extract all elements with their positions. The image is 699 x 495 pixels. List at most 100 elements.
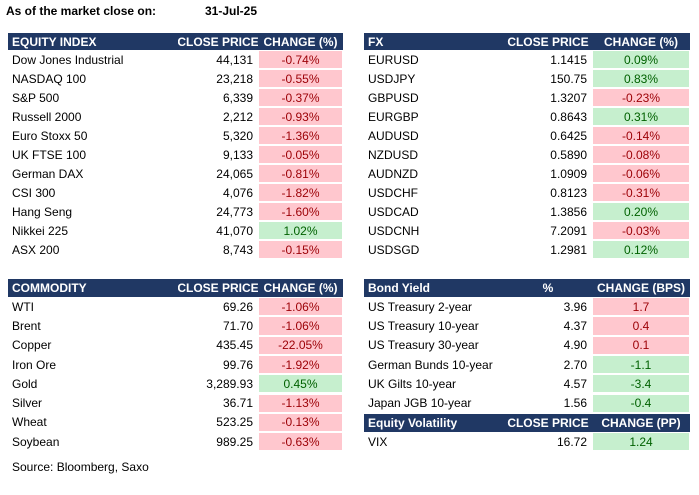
change-value: 0.4 bbox=[592, 316, 690, 336]
column-header: CHANGE (%) bbox=[258, 279, 343, 297]
close-value: 1.56 bbox=[563, 396, 587, 411]
close-value: 5,320 bbox=[222, 128, 253, 143]
as-of-label: As of the market close on: bbox=[6, 4, 157, 18]
change-value: 0.1 bbox=[592, 335, 690, 355]
change-value: 0.09% bbox=[592, 50, 690, 69]
row-name: US Treasury 10-year bbox=[368, 318, 479, 333]
change-value: -0.06% bbox=[592, 164, 690, 183]
close-value: 36.71 bbox=[222, 396, 253, 411]
change-value: 0.83% bbox=[592, 69, 690, 88]
change-value: -1.1 bbox=[592, 354, 690, 375]
close-value: 989.25 bbox=[216, 434, 253, 449]
change-value: -0.23% bbox=[592, 88, 690, 107]
close-value: 2,212 bbox=[222, 109, 253, 124]
row-name: US Treasury 2-year bbox=[368, 299, 473, 314]
source-note: Source: Bloomberg, Saxo bbox=[12, 460, 149, 474]
change-value: -0.15% bbox=[258, 240, 343, 259]
close-value: 16.72 bbox=[556, 434, 587, 449]
row-name: US Treasury 30-year bbox=[368, 338, 479, 353]
column-header: CLOSE PRICE bbox=[504, 414, 592, 432]
change-value: -0.93% bbox=[258, 107, 343, 126]
close-value: 4.90 bbox=[563, 338, 587, 353]
row-name: Soybean bbox=[12, 434, 60, 449]
row-name: USDJPY bbox=[368, 71, 416, 86]
row-name: Copper bbox=[12, 338, 52, 353]
close-value: 3,289.93 bbox=[206, 376, 253, 391]
close-value: 8,743 bbox=[222, 242, 253, 257]
change-value: -0.14% bbox=[592, 126, 690, 145]
row-name: UK FTSE 100 bbox=[12, 147, 87, 162]
row-name: USDCAD bbox=[368, 204, 419, 219]
close-value: 6,339 bbox=[222, 90, 253, 105]
row-name: WTI bbox=[12, 299, 34, 314]
close-value: 1.0909 bbox=[550, 166, 587, 181]
change-value: -1.82% bbox=[258, 183, 343, 202]
change-value: -0.05% bbox=[258, 145, 343, 164]
change-value: 1.24 bbox=[592, 432, 690, 451]
column-header: CHANGE (%) bbox=[258, 33, 343, 50]
row-name: Nikkei 225 bbox=[12, 223, 69, 238]
change-value: 0.20% bbox=[592, 202, 690, 221]
change-value: -1.06% bbox=[258, 316, 343, 336]
close-value: 23,218 bbox=[216, 71, 253, 86]
column-header: CHANGE (PP) bbox=[592, 414, 690, 432]
row-name: AUDUSD bbox=[368, 128, 419, 143]
close-value: 24,773 bbox=[216, 204, 253, 219]
column-header: Equity Volatility bbox=[364, 414, 504, 432]
close-value: 2.70 bbox=[563, 357, 587, 372]
close-value: 4.37 bbox=[563, 318, 587, 333]
change-value: 1.7 bbox=[592, 297, 690, 317]
column-header: EQUITY INDEX bbox=[8, 33, 178, 50]
row-name: NASDAQ 100 bbox=[12, 71, 87, 86]
change-value: -22.05% bbox=[258, 335, 343, 355]
change-value: -1.13% bbox=[258, 393, 343, 413]
change-value: -1.60% bbox=[258, 202, 343, 221]
row-name: EURUSD bbox=[368, 52, 419, 67]
column-header: Bond Yield bbox=[364, 279, 504, 297]
close-value: 150.75 bbox=[550, 71, 587, 86]
row-name: S&P 500 bbox=[12, 90, 60, 105]
row-name: VIX bbox=[368, 434, 388, 449]
row-name: AUDNZD bbox=[368, 166, 418, 181]
change-value: -0.03% bbox=[592, 221, 690, 240]
change-value: -3.4 bbox=[592, 374, 690, 394]
change-value: -0.37% bbox=[258, 88, 343, 107]
close-value: 4.57 bbox=[563, 376, 587, 391]
row-name: Dow Jones Industrial bbox=[12, 52, 124, 67]
row-name: CSI 300 bbox=[12, 185, 56, 200]
row-name: NZDUSD bbox=[368, 147, 418, 162]
close-value: 1.3856 bbox=[550, 204, 587, 219]
column-header: COMMODITY bbox=[8, 279, 178, 297]
change-value: 0.45% bbox=[258, 374, 343, 394]
close-value: 4,076 bbox=[222, 185, 253, 200]
close-value: 1.2981 bbox=[550, 242, 587, 257]
column-header: CHANGE (%) bbox=[592, 33, 690, 50]
close-value: 71.70 bbox=[222, 318, 253, 333]
row-name: GBPUSD bbox=[368, 90, 419, 105]
close-value: 24,065 bbox=[216, 166, 253, 181]
close-value: 7.2091 bbox=[550, 223, 587, 238]
close-value: 99.76 bbox=[222, 357, 253, 372]
close-value: 0.5890 bbox=[550, 147, 587, 162]
change-value: -0.13% bbox=[258, 412, 343, 433]
row-name: USDSGD bbox=[368, 242, 420, 257]
close-value: 44,131 bbox=[216, 52, 253, 67]
change-value: -0.81% bbox=[258, 164, 343, 183]
change-value: 0.12% bbox=[592, 240, 690, 259]
close-value: 1.3207 bbox=[550, 90, 587, 105]
row-name: UK Gilts 10-year bbox=[368, 376, 457, 391]
row-name: Russell 2000 bbox=[12, 109, 82, 124]
column-header: CLOSE PRICE bbox=[178, 279, 258, 297]
change-value: -0.08% bbox=[592, 145, 690, 164]
column-header: CHANGE (BPS) bbox=[592, 279, 690, 297]
row-name: Iron Ore bbox=[12, 357, 57, 372]
row-name: USDCHF bbox=[368, 185, 418, 200]
close-value: 1.1415 bbox=[550, 52, 587, 67]
close-value: 41,070 bbox=[216, 223, 253, 238]
close-value: 3.96 bbox=[563, 299, 587, 314]
row-name: Silver bbox=[12, 396, 43, 411]
row-name: ASX 200 bbox=[12, 242, 60, 257]
row-name: German DAX bbox=[12, 166, 84, 181]
change-value: -0.74% bbox=[258, 50, 343, 69]
